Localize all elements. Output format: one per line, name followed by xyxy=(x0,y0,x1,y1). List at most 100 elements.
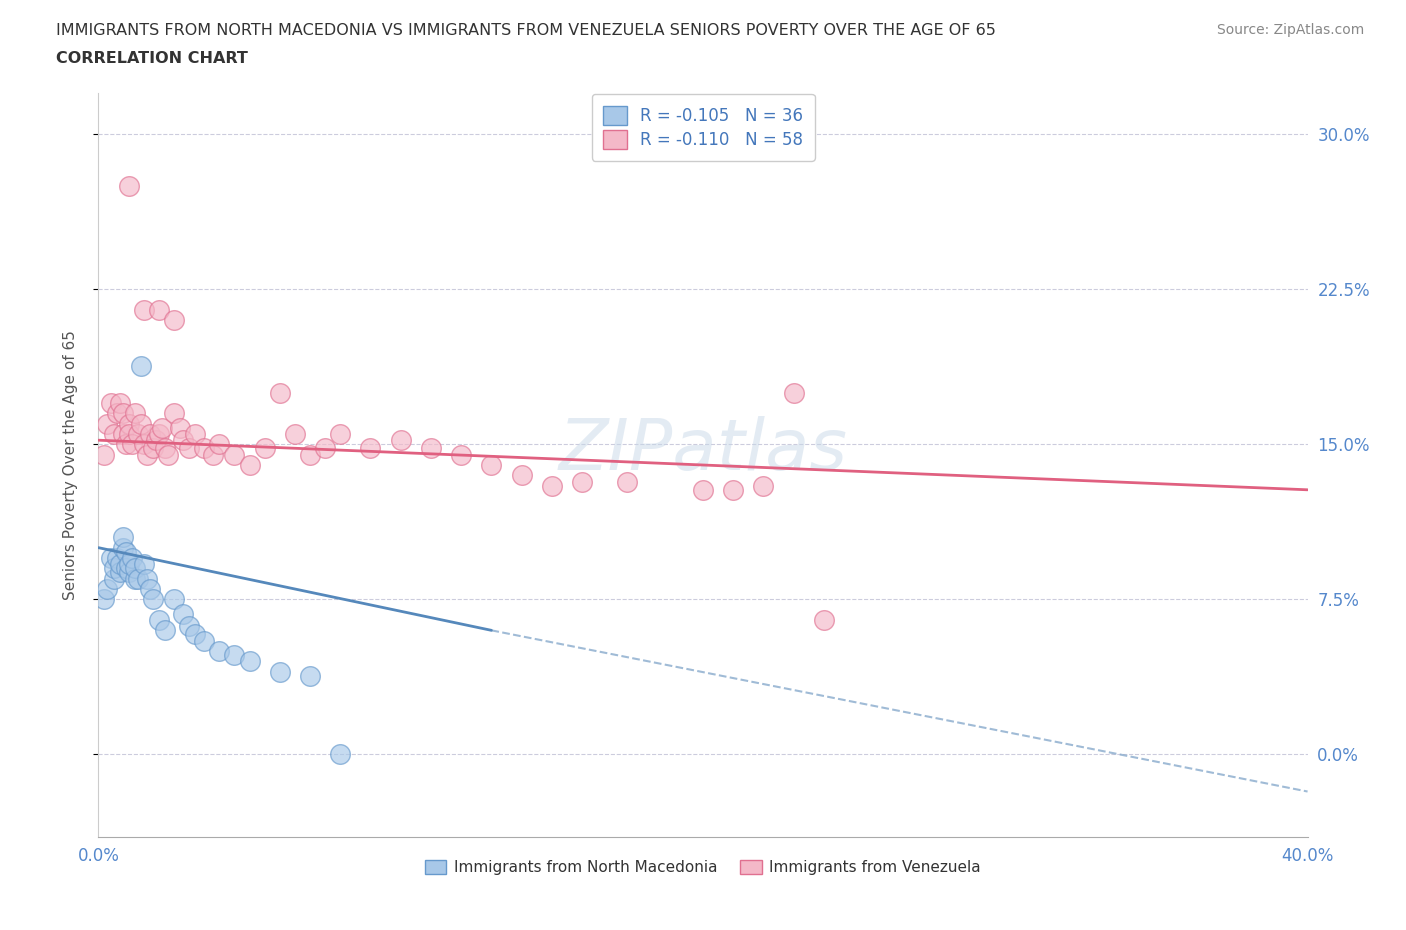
Point xyxy=(752,478,775,493)
Point xyxy=(132,557,155,572)
Point xyxy=(124,405,146,420)
Point xyxy=(93,447,115,462)
Point xyxy=(156,447,179,462)
Point xyxy=(163,591,186,606)
Point xyxy=(172,432,194,447)
Point xyxy=(93,591,115,606)
Point xyxy=(184,627,207,642)
Point xyxy=(135,447,157,462)
Point xyxy=(103,561,125,576)
Point xyxy=(124,571,146,586)
Point xyxy=(132,302,155,317)
Point xyxy=(100,395,122,410)
Point xyxy=(163,312,186,327)
Point xyxy=(96,581,118,596)
Point xyxy=(299,447,322,462)
Point xyxy=(510,468,533,483)
Point xyxy=(135,571,157,586)
Point xyxy=(142,591,165,606)
Point xyxy=(299,669,322,684)
Point xyxy=(132,437,155,452)
Point xyxy=(481,458,503,472)
Point xyxy=(329,747,352,762)
Point xyxy=(616,474,638,489)
Point xyxy=(100,551,122,565)
Point xyxy=(389,432,412,447)
Point xyxy=(111,540,134,555)
Point xyxy=(571,474,593,489)
Point xyxy=(118,179,141,193)
Point xyxy=(193,633,215,648)
Point xyxy=(142,441,165,456)
Point xyxy=(723,483,745,498)
Point xyxy=(153,623,176,638)
Point xyxy=(224,447,246,462)
Point xyxy=(202,447,225,462)
Point xyxy=(139,581,162,596)
Point xyxy=(269,664,291,679)
Point xyxy=(450,447,472,462)
Point xyxy=(114,561,136,576)
Point xyxy=(420,441,443,456)
Point xyxy=(692,483,714,498)
Point xyxy=(145,432,167,447)
Text: ZIPatlas: ZIPatlas xyxy=(558,416,848,485)
Point xyxy=(114,437,136,452)
Point xyxy=(121,437,143,452)
Point xyxy=(163,405,186,420)
Point xyxy=(103,427,125,442)
Text: Source: ZipAtlas.com: Source: ZipAtlas.com xyxy=(1216,23,1364,37)
Point xyxy=(129,417,152,432)
Point xyxy=(118,427,141,442)
Legend: Immigrants from North Macedonia, Immigrants from Venezuela: Immigrants from North Macedonia, Immigra… xyxy=(419,854,987,882)
Point xyxy=(284,427,307,442)
Point xyxy=(193,441,215,456)
Point xyxy=(124,561,146,576)
Point xyxy=(118,565,141,580)
Point xyxy=(360,441,382,456)
Point xyxy=(150,420,173,435)
Point xyxy=(239,654,262,669)
Point xyxy=(239,458,262,472)
Point xyxy=(111,405,134,420)
Point xyxy=(105,551,128,565)
Point xyxy=(172,606,194,621)
Point xyxy=(153,441,176,456)
Point xyxy=(179,441,201,456)
Point xyxy=(121,551,143,565)
Point xyxy=(105,405,128,420)
Text: CORRELATION CHART: CORRELATION CHART xyxy=(56,51,247,66)
Point xyxy=(169,420,191,435)
Y-axis label: Seniors Poverty Over the Age of 65: Seniors Poverty Over the Age of 65 xyxy=(63,330,77,600)
Point xyxy=(224,647,246,662)
Point xyxy=(184,427,207,442)
Point xyxy=(127,427,149,442)
Point xyxy=(129,358,152,373)
Point xyxy=(208,437,231,452)
Point xyxy=(783,385,806,400)
Point xyxy=(108,565,131,580)
Point xyxy=(813,613,835,628)
Point xyxy=(148,427,170,442)
Point xyxy=(540,478,562,493)
Point xyxy=(148,613,170,628)
Point xyxy=(148,302,170,317)
Point xyxy=(96,417,118,432)
Text: IMMIGRANTS FROM NORTH MACEDONIA VS IMMIGRANTS FROM VENEZUELA SENIORS POVERTY OVE: IMMIGRANTS FROM NORTH MACEDONIA VS IMMIG… xyxy=(56,23,995,38)
Point xyxy=(111,427,134,442)
Point xyxy=(114,544,136,559)
Point xyxy=(118,557,141,572)
Point xyxy=(269,385,291,400)
Point xyxy=(103,571,125,586)
Point xyxy=(139,427,162,442)
Point xyxy=(108,557,131,572)
Point xyxy=(118,417,141,432)
Point xyxy=(329,427,352,442)
Point xyxy=(314,441,336,456)
Point xyxy=(208,644,231,658)
Point xyxy=(127,571,149,586)
Point xyxy=(108,395,131,410)
Point xyxy=(111,530,134,545)
Point xyxy=(253,441,276,456)
Point xyxy=(179,618,201,633)
